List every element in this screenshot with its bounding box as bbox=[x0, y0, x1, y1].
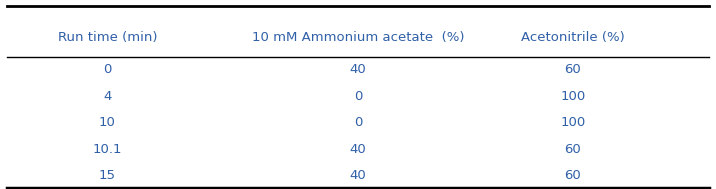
Text: 40: 40 bbox=[349, 143, 367, 156]
Text: 60: 60 bbox=[564, 143, 581, 156]
Text: 100: 100 bbox=[560, 90, 586, 103]
Text: Acetonitrile (%): Acetonitrile (%) bbox=[521, 31, 624, 44]
Text: 0: 0 bbox=[354, 116, 362, 129]
Text: 100: 100 bbox=[560, 116, 586, 129]
Text: 4: 4 bbox=[103, 90, 112, 103]
Text: 40: 40 bbox=[349, 64, 367, 76]
Text: 10 mM Ammonium acetate  (%): 10 mM Ammonium acetate (%) bbox=[252, 31, 464, 44]
Text: 15: 15 bbox=[99, 169, 116, 182]
Text: 0: 0 bbox=[103, 64, 112, 76]
Text: 0: 0 bbox=[354, 90, 362, 103]
Text: 40: 40 bbox=[349, 169, 367, 182]
Text: 10: 10 bbox=[99, 116, 116, 129]
Text: 10.1: 10.1 bbox=[92, 143, 122, 156]
Text: Run time (min): Run time (min) bbox=[58, 31, 157, 44]
Text: 60: 60 bbox=[564, 169, 581, 182]
Text: 60: 60 bbox=[564, 64, 581, 76]
